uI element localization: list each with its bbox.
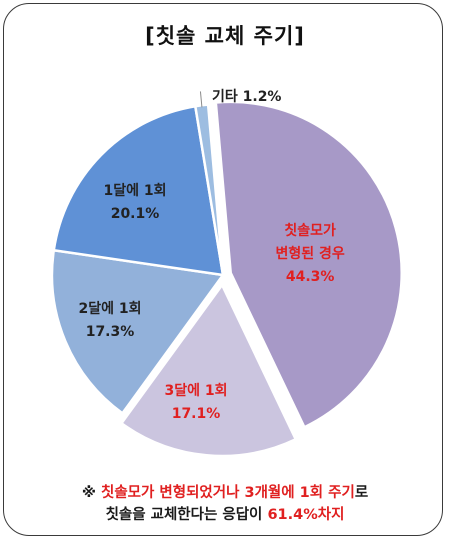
- footnote-line-2: 칫솔을 교체한다는 응답이 61.4%차지: [0, 503, 450, 524]
- footnote-highlight-1: 칫솔모가 변형되었거나 3개월에 1회 주기: [101, 485, 355, 501]
- slice-label-4: 기타 1.2%: [212, 89, 282, 105]
- footnote-line-1: ※ 칫솔모가 변형되었거나 3개월에 1회 주기로: [0, 481, 450, 502]
- slice-name-label: 2달에 1회: [78, 301, 142, 317]
- slice-label-1: 3달에 1회 17.1%: [165, 380, 228, 426]
- slice-name-label: 1달에 1회: [103, 183, 167, 199]
- pie-slice-2: [50, 249, 225, 415]
- pie-slice-3: [52, 105, 225, 277]
- slice-label-3: 1달에 1회 20.1%: [104, 180, 167, 226]
- footnote-prefix: ※: [81, 485, 101, 501]
- slice-value-label: 17.3%: [85, 324, 135, 340]
- pie-slice-0: [214, 100, 403, 429]
- pie-slice-1: [120, 283, 298, 458]
- slice-value-label: 44.3%: [285, 269, 335, 285]
- chart-title: [칫솔 교체 주기]: [145, 24, 305, 48]
- slice-name-label: 변형된 경우: [275, 246, 345, 262]
- slice-value-label: 20.1%: [110, 206, 160, 222]
- slice-label-2: 2달에 1회 17.3%: [79, 298, 142, 344]
- footnote-highlight-2: 61.4%차지: [267, 507, 345, 523]
- footnote-text-2: 칫솔을 교체한다는 응답이: [105, 507, 268, 523]
- leader-line: [199, 91, 203, 108]
- slice-value-label: 17.1%: [171, 406, 221, 422]
- footnote-suffix-1: 로: [354, 485, 369, 501]
- slice-name-label: 3달에 1회: [164, 383, 228, 399]
- slice-name-label: 칫솔모가: [284, 223, 336, 239]
